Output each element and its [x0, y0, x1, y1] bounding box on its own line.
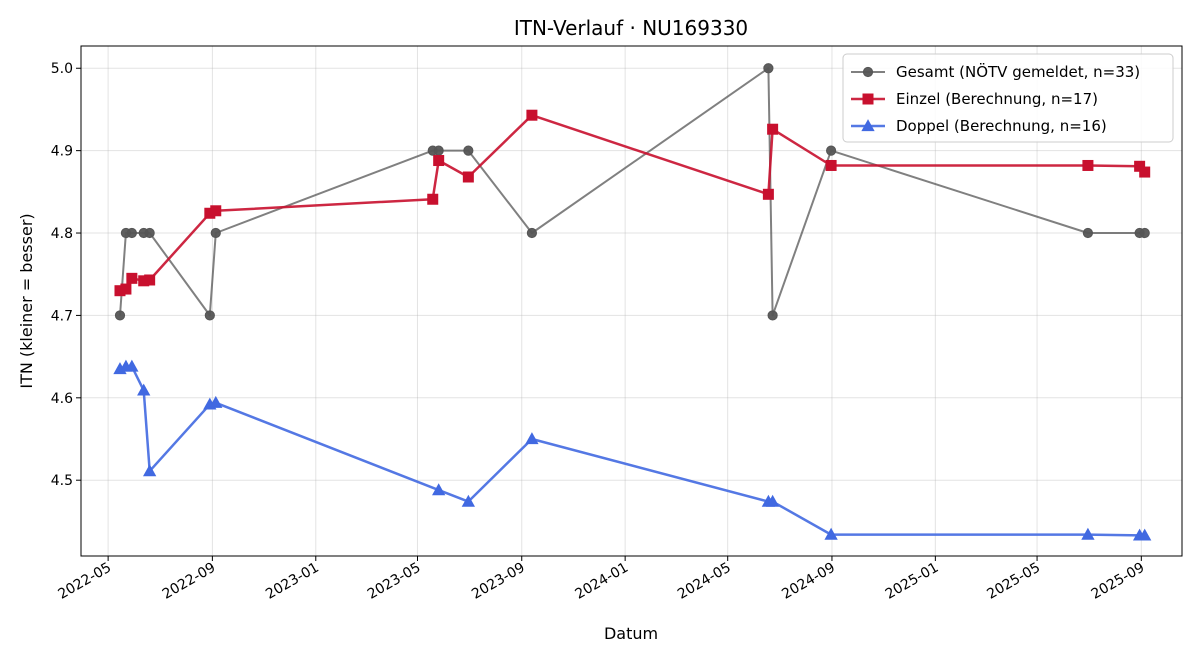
data-point: [767, 123, 779, 135]
data-point: [114, 310, 126, 321]
data-point: [826, 145, 837, 156]
data-point: [433, 145, 444, 156]
data-point: [1081, 527, 1095, 540]
x-axis-title: Datum: [604, 624, 658, 643]
series-triangle: [113, 359, 1152, 541]
data-point: [526, 109, 538, 121]
data-point: [525, 432, 539, 445]
data-point: [432, 483, 446, 496]
series-square: [114, 109, 1151, 297]
data-point: [137, 383, 151, 396]
data-point: [1138, 528, 1152, 541]
y-axis-title: ITN (kleiner = besser): [17, 213, 36, 388]
data-point: [824, 527, 838, 540]
data-point: [210, 227, 221, 239]
y-tick-label: 4.6: [51, 391, 73, 407]
data-point: [1139, 166, 1151, 178]
data-point: [763, 63, 774, 74]
legend-label: Doppel (Berechnung, n=16): [896, 117, 1107, 135]
data-point: [825, 159, 837, 171]
data-point: [427, 193, 439, 205]
y-tick-label: 4.7: [51, 308, 73, 324]
data-point: [463, 145, 474, 156]
series-circle: [114, 63, 1150, 321]
data-point: [762, 188, 774, 200]
data-point: [144, 227, 155, 239]
data-point: [210, 205, 222, 217]
data-point: [120, 283, 132, 295]
legend-box: [842, 53, 1174, 143]
data-point: [526, 227, 538, 239]
y-axis: 4.5 4.6 4.7 4.8 4.9 5.0: [51, 61, 81, 489]
y-tick-label: 5.0: [51, 61, 73, 77]
data-point: [209, 395, 223, 408]
legend-swatch-marker: [861, 119, 875, 132]
y-tick-label: 4.9: [51, 144, 73, 160]
data-point: [126, 227, 137, 239]
data-point: [461, 494, 475, 507]
data-point: [204, 310, 215, 321]
axes-frame: [80, 45, 1183, 557]
plot-area: [113, 63, 1152, 541]
legend-label: Gesamt (NÖTV gemeldet, n=33): [896, 62, 1140, 81]
y-tick-label: 4.8: [51, 226, 73, 242]
legend: Gesamt (NÖTV gemeldet, n=33) Einzel (Bere…: [842, 53, 1174, 143]
data-point: [767, 310, 778, 321]
data-point: [1139, 227, 1150, 239]
data-point: [1082, 159, 1094, 171]
data-point: [143, 464, 157, 477]
chart-title: ITN-Verlauf · NU169330: [514, 16, 748, 40]
y-tick-label: 4.5: [51, 473, 73, 489]
legend-swatch-marker: [862, 66, 874, 78]
data-point: [1082, 227, 1094, 239]
data-point: [462, 171, 474, 183]
legend-label: Einzel (Berechnung, n=17): [896, 90, 1098, 108]
data-point: [765, 494, 780, 507]
data-point: [126, 272, 138, 284]
series-line: [119, 365, 1145, 537]
data-point: [125, 359, 139, 372]
legend-swatch-marker: [862, 93, 874, 105]
data-point: [144, 274, 156, 286]
data-point: [433, 155, 445, 167]
